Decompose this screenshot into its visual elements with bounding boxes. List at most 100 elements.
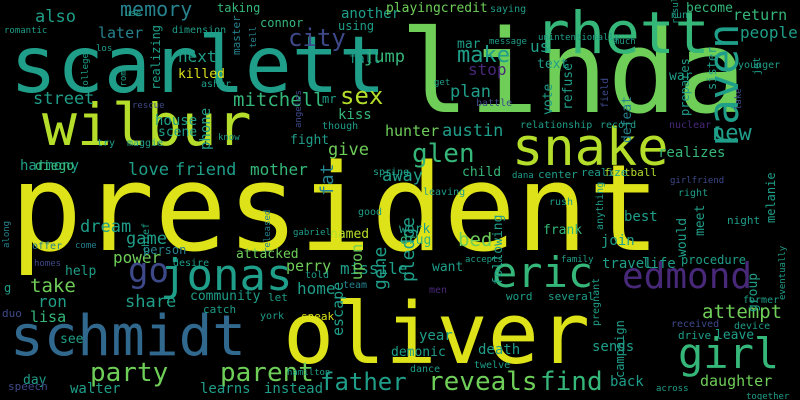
word-eventually: eventually	[778, 245, 788, 300]
word-best: best	[624, 209, 658, 225]
word-want: want	[432, 260, 463, 275]
word-men: men	[429, 285, 447, 296]
word-harmony: harmony	[20, 158, 79, 174]
word-received: received	[671, 319, 719, 330]
word-give: give	[328, 140, 369, 160]
word-word: word	[506, 290, 533, 303]
word-child: child	[462, 165, 501, 180]
word-later: later	[98, 24, 143, 42]
word-street: street	[33, 89, 94, 109]
word-several: several	[548, 290, 594, 303]
word-fat: fat	[317, 163, 338, 196]
word-community: community	[190, 289, 261, 304]
word-relationship: relationship	[520, 120, 592, 131]
word-let: let	[268, 291, 288, 304]
word-hunter: hunter	[385, 122, 439, 140]
word-college: college	[81, 53, 91, 91]
word-help: help	[65, 264, 96, 279]
word-asher: asher	[201, 79, 231, 90]
word-dance: dance	[410, 364, 440, 375]
word-take: take	[30, 275, 76, 297]
word-drug: drug	[400, 233, 431, 248]
word-sends: sends	[592, 339, 634, 355]
word-twelve: twelve	[474, 360, 510, 371]
word-fall: fall	[349, 52, 380, 67]
word-stop: stop	[468, 60, 507, 79]
word-mar: mar	[457, 37, 481, 52]
word-fight: fight	[290, 133, 329, 148]
word-defeat: defeat	[620, 96, 635, 143]
word-vote: vote	[541, 84, 556, 115]
word-share: share	[125, 292, 176, 312]
word-life: life	[642, 256, 676, 272]
word-oliver: oliver	[283, 285, 590, 384]
word-hamilton: hamilton	[287, 368, 330, 378]
word-gene: gene	[370, 247, 391, 290]
word-los: los	[96, 44, 112, 54]
word-person: person	[143, 243, 186, 257]
word-home: home	[297, 279, 336, 298]
word-upon: upon	[348, 244, 366, 280]
word-would: would	[675, 218, 690, 257]
word-angeles: angeles	[294, 90, 304, 128]
word-taking: taking	[217, 1, 260, 15]
word-told: told	[305, 270, 329, 281]
word-football: football	[604, 166, 657, 179]
word-message: message	[489, 37, 527, 47]
word-see: see	[60, 332, 84, 347]
word-killed: killed	[178, 67, 225, 82]
word-duo: duo	[2, 307, 22, 320]
word-party: party	[90, 358, 168, 388]
word-year: year	[419, 328, 453, 344]
word-us: us	[530, 37, 549, 56]
word-use: use	[125, 9, 141, 19]
word-desire: desire	[173, 258, 209, 269]
word-father: father	[320, 368, 407, 396]
word-bed: bed	[458, 229, 492, 251]
word-daughter: daughter	[700, 372, 772, 390]
word-lake: lake	[734, 88, 744, 110]
word-anything: anything	[595, 182, 606, 230]
word-york: york	[260, 311, 284, 322]
word-also: also	[35, 7, 76, 27]
word-prepares: prepares	[678, 58, 692, 116]
word-day: day	[23, 373, 47, 388]
word-realizing: realizing	[149, 25, 163, 90]
word-saying: saying	[490, 4, 526, 15]
word-connor: connor	[260, 16, 303, 30]
word-former: former	[743, 295, 779, 306]
word-master: master	[230, 15, 243, 55]
word-president: president	[10, 140, 660, 279]
word-text: text	[537, 57, 568, 72]
word-sex: sex	[340, 82, 383, 110]
word-sneak: sneak	[301, 310, 334, 323]
word-melanie: melanie	[764, 172, 778, 223]
word-tell: tell	[249, 26, 259, 48]
word-mr: mr	[322, 92, 336, 106]
word-go: go	[128, 251, 169, 291]
word-try: try	[97, 138, 115, 149]
word-war: war	[669, 69, 693, 84]
word-good: good	[358, 207, 382, 218]
word-house: house	[155, 113, 197, 129]
word-raven: raven	[699, 24, 748, 150]
word-work: work	[399, 222, 430, 237]
word-though: though	[322, 121, 358, 132]
word-come: come	[75, 241, 97, 251]
word-prom: prom	[119, 70, 129, 92]
word-jump: jump	[364, 47, 405, 67]
word-rhett: rhett	[535, 0, 710, 67]
word-younger: younger	[738, 60, 780, 71]
word-unintentionally: unintentionally	[538, 33, 620, 43]
word-parent: parent	[220, 358, 314, 388]
word-catch: catch	[203, 303, 236, 316]
word-named: named	[330, 227, 369, 242]
word-refuse: refuse	[561, 63, 576, 110]
word-return: return	[733, 6, 787, 24]
word-run: run	[670, 10, 688, 21]
word-phone: phone	[198, 108, 214, 150]
word-realize: realize	[581, 166, 627, 179]
word-plan: plan	[450, 82, 491, 102]
word-homes: homes	[34, 259, 61, 269]
